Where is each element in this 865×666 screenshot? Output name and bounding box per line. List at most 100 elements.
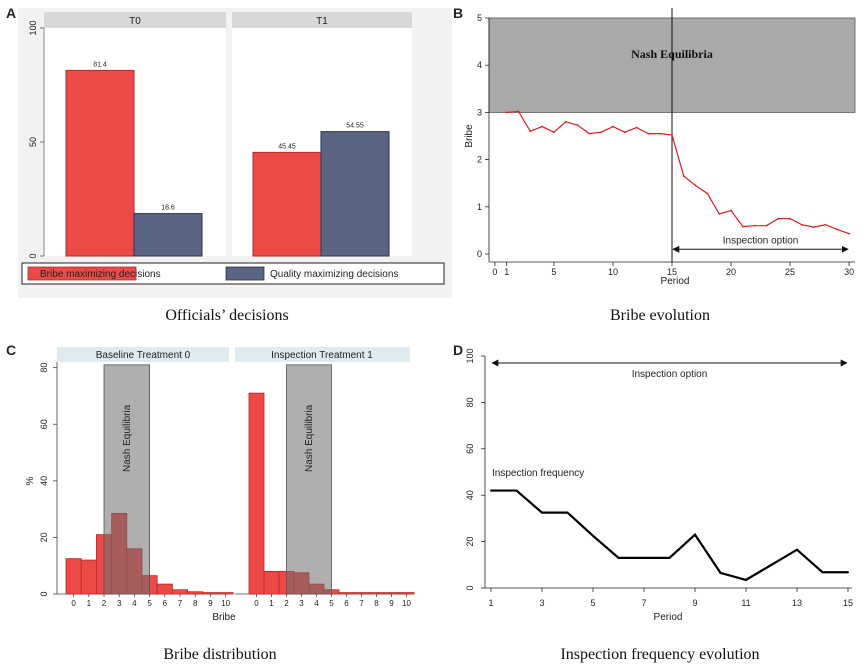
inspection-point-14 bbox=[821, 571, 824, 574]
panel-d-inspection-frequency: Period Inspection frequency 0 20 40 60 80 100… bbox=[465, 348, 853, 623]
panel-d-series-label: Inspection frequency bbox=[492, 468, 584, 479]
panel-c-ytick-label-60: 60 bbox=[39, 419, 49, 429]
bribe-point-29 bbox=[836, 228, 839, 231]
bar-t0-quality bbox=[133, 213, 203, 257]
legend-label-bribe: Bribe maximizing decisions bbox=[40, 269, 161, 280]
panel-c-ytick-label-0: 0 bbox=[39, 591, 49, 596]
facet-strip-baseline bbox=[57, 347, 229, 362]
panel-c-xtick-label-inspection-7: 7 bbox=[359, 599, 364, 608]
bribe-point-19 bbox=[718, 212, 721, 215]
panel-c-xlabel: Bribe bbox=[212, 612, 236, 623]
panel-c-xtick-label-baseline-5: 5 bbox=[147, 599, 152, 608]
bribe-point-28 bbox=[824, 223, 827, 226]
panel-c-ylabel: % bbox=[25, 476, 36, 485]
panel-c-xtick-label-inspection-0: 0 bbox=[254, 599, 259, 608]
bar-value-label-t1-quality: 54.55 bbox=[346, 123, 364, 130]
panel-c-xtick-label-inspection-6: 6 bbox=[344, 599, 349, 608]
panel-b-ylabel: Bribe bbox=[464, 124, 475, 148]
panel-d-xtick-label-5: 5 bbox=[590, 598, 595, 608]
inspection-point-5 bbox=[592, 534, 594, 537]
inspection-point-9 bbox=[694, 533, 696, 536]
panel-c-xtick-label-baseline-9: 9 bbox=[208, 599, 213, 608]
panel-d-xtick-label-9: 9 bbox=[692, 598, 697, 608]
bribe-point-10 bbox=[612, 125, 614, 128]
panel-b-xtick-label-30: 30 bbox=[844, 267, 854, 277]
panel-c-xtick-label-inspection-3: 3 bbox=[299, 599, 304, 608]
inspection-point-12 bbox=[770, 563, 773, 566]
inspection-point-11 bbox=[745, 578, 747, 581]
panel-b-ytick-label-1: 1 bbox=[477, 202, 482, 212]
inspection-point-10 bbox=[719, 571, 722, 574]
inspection-point-15 bbox=[847, 571, 849, 574]
panel-c-ytick-label-40: 40 bbox=[39, 476, 49, 486]
bar-baseline-bribe-10 bbox=[217, 592, 234, 595]
panel-c-xtick-label-baseline-8: 8 bbox=[193, 599, 198, 608]
inspection-point-6 bbox=[617, 556, 620, 559]
bar-inspection-bribe-7 bbox=[353, 592, 370, 595]
bar-inspection-bribe-0 bbox=[248, 392, 265, 595]
caption-inspection-frequency-evolution: Inspection frequency evolution bbox=[560, 646, 759, 663]
panel-b-xlabel: Period bbox=[661, 276, 690, 287]
bar-baseline-bribe-9 bbox=[202, 592, 219, 595]
bar-baseline-bribe-7 bbox=[171, 589, 188, 595]
bribe-series-line bbox=[506, 110, 850, 235]
bribe-point-4 bbox=[541, 125, 544, 128]
nash-band-inspection bbox=[286, 364, 332, 595]
bribe-point-22 bbox=[753, 224, 756, 227]
panel-b-xtick-label-20: 20 bbox=[726, 267, 736, 277]
panel-c-xtick-label-inspection-5: 5 bbox=[329, 599, 334, 608]
bar-value-label-t0-quality: 18.6 bbox=[161, 205, 175, 212]
facet-strip-inspection bbox=[235, 347, 410, 362]
caption-officials-decisions: Officials’ decisions bbox=[165, 307, 288, 324]
panel-a-ytick-label-50: 50 bbox=[28, 137, 38, 147]
bribe-point-5 bbox=[553, 131, 555, 134]
bribe-point-9 bbox=[600, 131, 603, 134]
bar-baseline-bribe-0 bbox=[65, 558, 82, 595]
panel-d-ytick-label-0: 0 bbox=[465, 585, 475, 590]
bar-baseline-bribe-8 bbox=[187, 591, 204, 595]
panel-d-ytick-label-100: 100 bbox=[465, 348, 475, 363]
panel-b-xtick-label-25: 25 bbox=[785, 267, 795, 277]
bribe-point-20 bbox=[730, 209, 732, 212]
panel-d-ytick-label-20: 20 bbox=[465, 537, 475, 547]
bar-inspection-bribe-8 bbox=[368, 592, 385, 595]
panel-b-ytick-label-5: 5 bbox=[477, 13, 482, 23]
inspection-option-label-d: Inspection option bbox=[632, 369, 708, 380]
inspection-point-3 bbox=[541, 511, 543, 514]
panel-c-xtick-label-inspection-9: 9 bbox=[389, 599, 394, 608]
inspection-frequency-line bbox=[491, 489, 848, 582]
bar-t1-quality bbox=[320, 131, 390, 257]
bar-value-label-t1-bribe: 45.45 bbox=[278, 143, 296, 150]
bribe-point-25 bbox=[789, 217, 791, 220]
facet-strip-t0 bbox=[44, 12, 226, 28]
panel-c-xtick-label-inspection-2: 2 bbox=[284, 599, 289, 608]
inspection-point-2 bbox=[515, 489, 518, 492]
bribe-point-21 bbox=[741, 225, 744, 228]
legend-swatch-bribe bbox=[27, 266, 137, 281]
bribe-point-26 bbox=[800, 223, 803, 226]
bribe-point-8 bbox=[588, 132, 591, 135]
panel-d-xtick-label-13: 13 bbox=[792, 598, 802, 608]
bribe-point-24 bbox=[777, 217, 780, 220]
bar-inspection-bribe-1 bbox=[263, 570, 280, 595]
panel-d-ytick-label-40: 40 bbox=[465, 490, 475, 500]
facet-label-t0: T0 bbox=[129, 16, 141, 27]
facet-label-inspection: Inspection Treatment 1 bbox=[271, 350, 373, 361]
facet-label-baseline: Baseline Treatment 0 bbox=[96, 350, 191, 361]
bribe-point-12 bbox=[635, 126, 638, 129]
inspection-point-13 bbox=[796, 548, 798, 551]
inspection-point-4 bbox=[566, 511, 569, 514]
panel-d-xtick-label-1: 1 bbox=[488, 598, 493, 608]
panel-c-ytick-label-80: 80 bbox=[39, 363, 49, 373]
bar-inspection-bribe-9 bbox=[383, 592, 400, 595]
caption-bribe-distribution: Bribe distribution bbox=[163, 646, 276, 663]
inspection-option-label-b: Inspection option bbox=[723, 235, 799, 246]
bribe-point-23 bbox=[765, 224, 768, 227]
panel-b-xtick-label-15: 15 bbox=[667, 267, 677, 277]
panel-b-xtick-label-1: 1 bbox=[504, 267, 509, 277]
panel-d-xtick-label-3: 3 bbox=[539, 598, 544, 608]
panel-b-ytick-label-2: 2 bbox=[477, 155, 482, 165]
panel-letter-b: B bbox=[453, 5, 463, 21]
panel-b-ytick-label-3: 3 bbox=[477, 107, 482, 117]
nash-band-label-baseline: Nash Equilibria bbox=[122, 404, 133, 472]
